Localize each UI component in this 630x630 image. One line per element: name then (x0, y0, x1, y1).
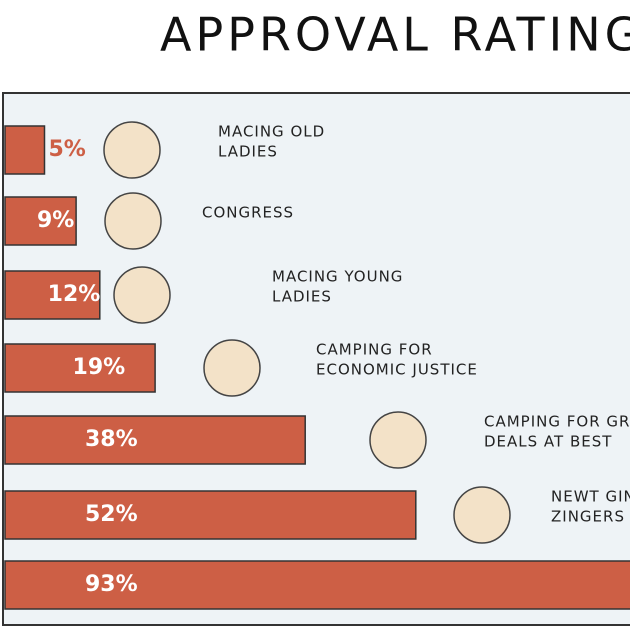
icon (113, 266, 171, 324)
category-label: MACING YOUNG (272, 268, 403, 286)
chart-title: APPROVAL RATING (160, 8, 630, 62)
icon (453, 486, 511, 544)
value-label: 93% (85, 572, 138, 597)
bar (4, 343, 156, 393)
category-label: ECONOMIC JUSTICE (316, 361, 478, 379)
category-label: CAMPING FOR (316, 341, 433, 359)
bar (4, 560, 630, 610)
icon (203, 339, 261, 397)
bar (4, 196, 77, 246)
bar (4, 270, 101, 320)
value-label: 9% (37, 208, 74, 233)
category-label: NEWT GIN (551, 488, 630, 506)
category-label: ZINGERS (551, 508, 625, 526)
value-label: 19% (73, 355, 126, 380)
bar (4, 415, 306, 465)
category-label: LADIES (272, 288, 332, 306)
category-label: LADIES (218, 143, 278, 161)
icon (104, 192, 162, 250)
value-label: 5% (49, 137, 86, 162)
icon (103, 121, 161, 179)
value-label: 38% (85, 427, 138, 452)
category-label: DEALS AT BEST (484, 433, 612, 451)
icon (369, 411, 427, 469)
bar (4, 125, 46, 175)
category-label: CONGRESS (202, 204, 294, 222)
bar (4, 490, 417, 540)
category-label: MACING OLD (218, 123, 325, 141)
value-label: 12% (48, 282, 101, 307)
value-label: 52% (85, 502, 138, 527)
category-label: CAMPING FOR GR (484, 413, 630, 431)
